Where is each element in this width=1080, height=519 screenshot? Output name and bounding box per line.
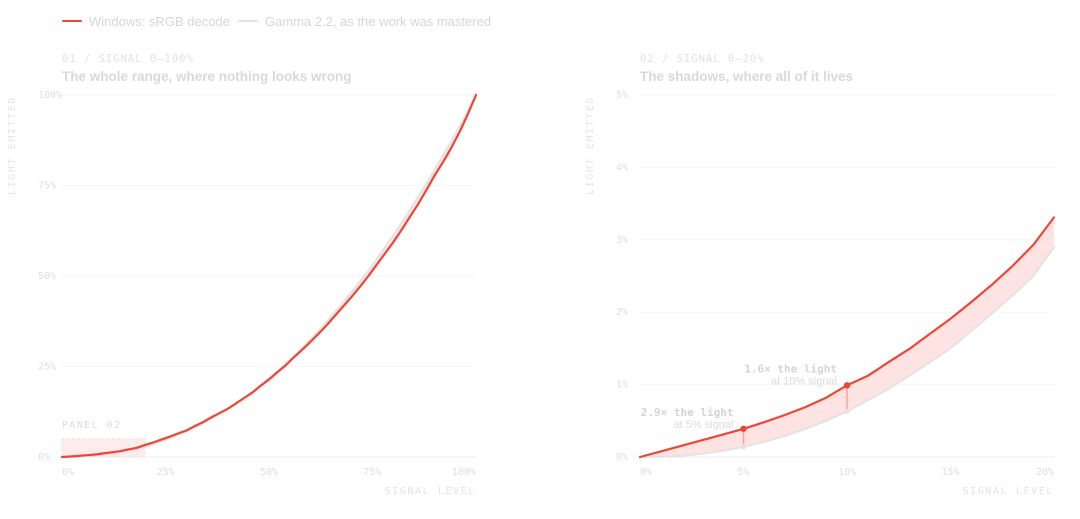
- panel-2-y-tick-label: 2%: [616, 307, 628, 318]
- panel-2-title: The shadows, where all of it lives: [640, 69, 854, 84]
- legend: Windows: sRGB decode Gamma 2.2, as the w…: [62, 11, 491, 31]
- panel-2-x-tick-label: 15%: [941, 467, 959, 478]
- panel-2-y-axis-title: LIGHT EMITTED: [585, 96, 596, 195]
- panel-2-annotation-point: [740, 425, 747, 432]
- legend-label-srgb: Windows: sRGB decode: [89, 13, 230, 29]
- legend-label-gamma: Gamma 2.2, as the work was mastered: [264, 13, 492, 29]
- panel-1-y-tick-label: 0%: [38, 452, 50, 463]
- panel-2-annotation-label: 1.6× the light: [744, 362, 837, 375]
- panel-1-y-tick-label: 50%: [38, 271, 56, 282]
- panel-1-x-axis-title: SIGNAL LEVEL: [385, 486, 476, 497]
- panel-2-annotation-label: 2.9× the light: [641, 406, 734, 419]
- panel-2-y-tick-label: 1%: [616, 380, 628, 391]
- panel-1-y-tick-label: 75%: [38, 181, 56, 192]
- panel-1-inset-label: PANEL 02: [62, 420, 121, 431]
- panel-2-annotation-point: [843, 382, 851, 389]
- panel-2-eyebrow: 02 / SIGNAL 0–20%: [640, 53, 765, 65]
- panel-1-x-tick-label: 50%: [260, 467, 278, 478]
- panel-2-x-tick-label: 0%: [640, 467, 652, 478]
- panel-2-annotation-sublabel: at 5% signal: [674, 419, 734, 431]
- panel-2-annotation-base-point: [844, 408, 850, 414]
- legend-item-srgb: Windows: sRGB decode: [62, 14, 230, 29]
- panel-2-x-tick-label: 20%: [1036, 467, 1054, 478]
- panel-1-eyebrow: 01 / SIGNAL 0–100%: [62, 53, 194, 65]
- panel-2-annotation-sublabel: at 10% signal: [771, 375, 837, 387]
- panel-1-x-tick-label: 0%: [62, 467, 74, 478]
- panel-2-y-tick-label: 3%: [616, 235, 628, 246]
- panel-2-x-tick-label: 5%: [737, 467, 749, 478]
- panel-1-title: The whole range, where nothing looks wro…: [62, 69, 352, 84]
- panel-1-x-tick-label: 75%: [363, 467, 381, 478]
- panel-2-x-axis-title: SIGNAL LEVEL: [963, 486, 1054, 497]
- legend-swatch-gamma: [237, 20, 258, 22]
- panel-2-y-tick-label: 4%: [616, 162, 628, 173]
- panel-1-x-tick-label: 100%: [452, 467, 476, 478]
- panel-2-x-tick-label: 10%: [838, 467, 856, 478]
- panel-1-inset-region: [61, 438, 146, 458]
- panel-1-y-axis-title: LIGHT EMITTED: [7, 96, 18, 195]
- panel-2-annotation-base-point: [741, 444, 746, 450]
- panel-2-y-tick-label: 5%: [616, 90, 628, 101]
- panel-1-y-tick-label: 25%: [38, 362, 56, 373]
- legend-item-gamma: Gamma 2.2, as the work was mastered: [237, 13, 492, 29]
- panel-1-series-line-srgb: [60, 93, 478, 459]
- legend-swatch-srgb: [62, 20, 82, 22]
- panel-1-y-tick-label: 100%: [38, 90, 62, 101]
- panel-1-x-tick-label: 25%: [156, 467, 174, 478]
- panel-2-y-tick-label: 0%: [616, 452, 628, 463]
